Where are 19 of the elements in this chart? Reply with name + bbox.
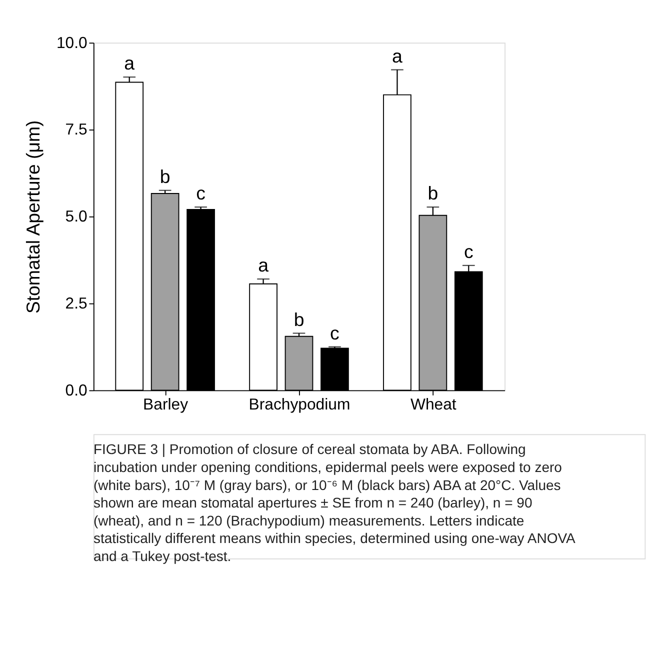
- caption: FIGURE 3 | Promotion of closure of cereal stomata by ABA. Following incubation under opening conditions, epidermal peels were exposed to zero (white bars), 10⁻⁷ M (gray bars), or 10⁻⁶ M (black bars) ABA at 20°C. Values shown are mean stomatal apertures ± SE from n = 240 (barley), n = 90 (wheat), and n = 120 (Brachypodium) measurements. Letters indicate statistically different means within species, determined using one-way ANOVA and a Tukey post-test.: [93, 441, 576, 564]
- data-label: b: [428, 182, 438, 204]
- x-tick-label: Barley: [143, 396, 188, 414]
- data-label: a: [124, 52, 136, 74]
- y-tick-label: 0.0: [65, 382, 88, 400]
- data-label: c: [464, 240, 474, 262]
- y-axis-title: Stomatal Aperture (μm): [22, 120, 44, 314]
- data-label: b: [294, 308, 304, 330]
- y-tick-label: 5.0: [65, 208, 88, 226]
- x-tick-label: Wheat: [410, 396, 457, 414]
- data-label: c: [196, 182, 206, 204]
- x-tick-label: Brachypodium: [248, 396, 350, 414]
- data-label: a: [392, 45, 404, 66]
- y-tick-label: 2.5: [65, 295, 88, 312]
- data-label: a: [258, 254, 270, 276]
- y-tick-label: 7.5: [65, 122, 88, 139]
- data-label: b: [160, 166, 170, 187]
- y-tick-label: 10.0: [56, 34, 88, 52]
- data-label: c: [330, 322, 340, 344]
